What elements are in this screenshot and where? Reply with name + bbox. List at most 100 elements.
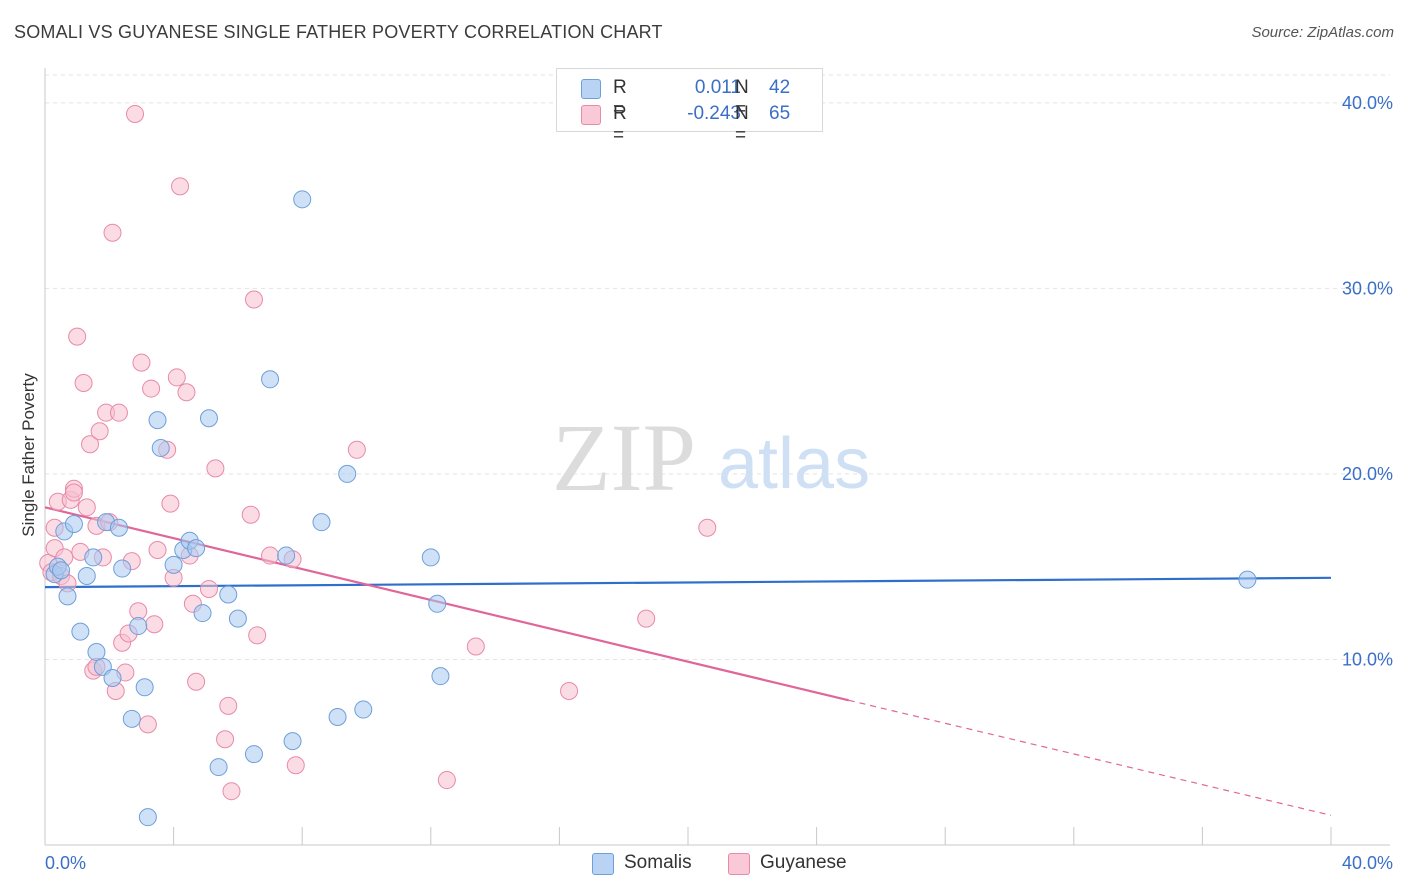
guyanese-point: [244, 290, 263, 309]
guyanese-trendline-extension: [848, 699, 1332, 816]
guyanese-point: [81, 435, 100, 454]
guyanese-legend-label: Guyanese: [760, 852, 847, 873]
somalis-point: [293, 190, 312, 209]
guyanese-point: [68, 327, 87, 346]
somalis-swatch: [581, 79, 601, 99]
guyanese-point: [64, 483, 83, 502]
guyanese-point: [126, 104, 145, 123]
somalis-point: [354, 700, 373, 719]
guyanese-point: [77, 498, 96, 517]
guyanese-point: [560, 682, 579, 700]
guyanese-point: [109, 403, 128, 422]
chart-title: SOMALI VS GUYANESE SINGLE FATHER POVERTY…: [14, 22, 663, 42]
somalis-point: [151, 438, 170, 457]
somalis-point: [138, 808, 157, 827]
guyanese-point: [148, 540, 167, 559]
guyanese-point: [347, 440, 366, 459]
chart-source: Source: ZipAtlas.com: [1251, 24, 1394, 41]
somalis-point: [338, 464, 357, 483]
x-tick-label: 40.0%: [1342, 853, 1393, 873]
somalis-point: [64, 515, 83, 534]
guyanese-point: [241, 505, 260, 524]
somalis-point: [431, 667, 450, 686]
somalis-point: [122, 709, 141, 728]
guyanese-point: [103, 223, 122, 242]
guyanese-swatch: [581, 105, 601, 125]
somalis-point: [312, 513, 331, 532]
guyanese-point: [261, 546, 280, 565]
watermark-atlas: atlas: [718, 424, 870, 504]
legend-r-value: 0.011: [694, 77, 741, 98]
somalis-point: [1238, 570, 1257, 589]
guyanese-point: [286, 756, 305, 775]
somalis-point: [277, 546, 296, 565]
y-tick-label: 30.0%: [1342, 278, 1393, 298]
axis-layer: 10.0% 20.0% 30.0% 40.0% 0.0% 40.0%: [44, 68, 1393, 873]
legend-r-label: R =: [613, 77, 627, 120]
somalis-point: [193, 604, 212, 623]
somalis-point: [84, 548, 103, 567]
guyanese-point: [132, 353, 151, 372]
somalis-point: [103, 669, 122, 688]
trend-layer: [44, 506, 1332, 816]
guyanese-point: [219, 696, 238, 715]
x-tick-label: 0.0%: [45, 853, 86, 873]
somalis-point: [228, 609, 247, 628]
legend-r-value: -0.243: [687, 103, 741, 124]
somalis-point: [428, 594, 447, 613]
somalis-point: [52, 561, 71, 580]
guyanese-point: [74, 374, 93, 392]
somalis-point: [148, 411, 167, 430]
guyanese-point: [637, 609, 656, 628]
somalis-point: [328, 707, 347, 726]
points-layer: [39, 104, 1257, 827]
y-axis-label: Single Father Poverty: [19, 373, 38, 537]
legend-n-label: N =: [735, 103, 749, 146]
guyanese-point: [142, 379, 161, 398]
somalis-point: [219, 585, 238, 604]
grid-layer: [45, 74, 1390, 660]
guyanese-point: [437, 771, 456, 790]
somalis-point: [109, 518, 128, 537]
legend-n-value: 65: [769, 103, 791, 124]
y-tick-label: 10.0%: [1342, 649, 1393, 669]
legend-r-label: R =: [613, 103, 627, 146]
guyanese-point: [206, 459, 225, 478]
watermark-zip: ZIP: [552, 404, 696, 511]
somalis-point: [261, 370, 280, 389]
y-tick-label: 40.0%: [1342, 93, 1393, 113]
guyanese-point: [698, 518, 717, 537]
guyanese-trendline: [44, 506, 850, 702]
guyanese-point: [90, 422, 109, 441]
guyanese-point: [216, 730, 235, 749]
guyanese-point: [145, 615, 164, 634]
somalis-legend-label: Somalis: [624, 852, 692, 873]
somalis-point: [58, 587, 77, 606]
somalis-point: [71, 622, 90, 641]
somalis-legend-swatch: [592, 853, 614, 875]
guyanese-point: [167, 368, 186, 387]
guyanese-point: [161, 494, 180, 513]
guyanese-point: [248, 626, 267, 645]
somalis-point: [209, 758, 228, 777]
guyanese-point: [171, 177, 190, 196]
guyanese-point: [138, 715, 157, 734]
somalis-point: [113, 559, 132, 578]
somalis-point: [283, 732, 302, 751]
guyanese-point: [199, 579, 218, 598]
somalis-trendline: [44, 576, 1332, 589]
somalis-point: [87, 643, 106, 662]
guyanese-point: [177, 383, 196, 402]
watermark: ZIP atlas: [552, 404, 870, 511]
legend-n-value: 42: [769, 77, 791, 98]
somalis-point: [77, 566, 96, 585]
guyanese-point: [222, 782, 241, 801]
somalis-point: [164, 555, 183, 574]
somalis-point: [244, 745, 263, 764]
guyanese-point: [187, 672, 206, 691]
correlation-legend: R = 0.011 N = 42 R = -0.243 N = 65: [556, 68, 823, 146]
guyanese-point: [466, 637, 485, 656]
somalis-point: [129, 617, 148, 636]
somalis-point: [199, 409, 218, 428]
